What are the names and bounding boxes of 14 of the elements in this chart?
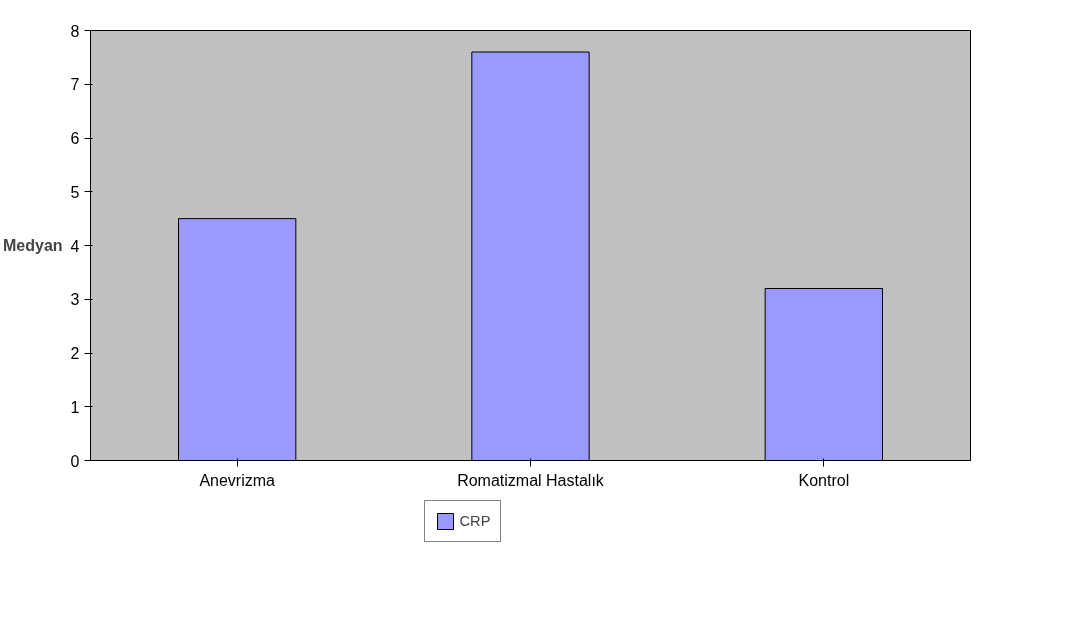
y-tick-label: 2	[70, 345, 80, 362]
y-axis-title: Medyan	[3, 237, 63, 254]
y-tick-label: 6	[70, 130, 80, 147]
y-tick-label: 7	[70, 76, 80, 94]
y-tick-label: 4	[70, 237, 80, 255]
y-tick-label: 3	[70, 291, 80, 309]
x-tick-label: Anevrizma	[199, 471, 276, 489]
x-tick-label: Romatizmal Hastalık	[457, 471, 605, 489]
y-tick-label: 5	[70, 183, 80, 201]
legend-label: CRP	[459, 513, 491, 529]
y-tick-label: 0	[70, 452, 80, 470]
y-tick-label: 1	[70, 398, 80, 416]
y-tick-label: 8	[70, 22, 80, 40]
x-tick-label: Kontrol	[798, 471, 850, 489]
